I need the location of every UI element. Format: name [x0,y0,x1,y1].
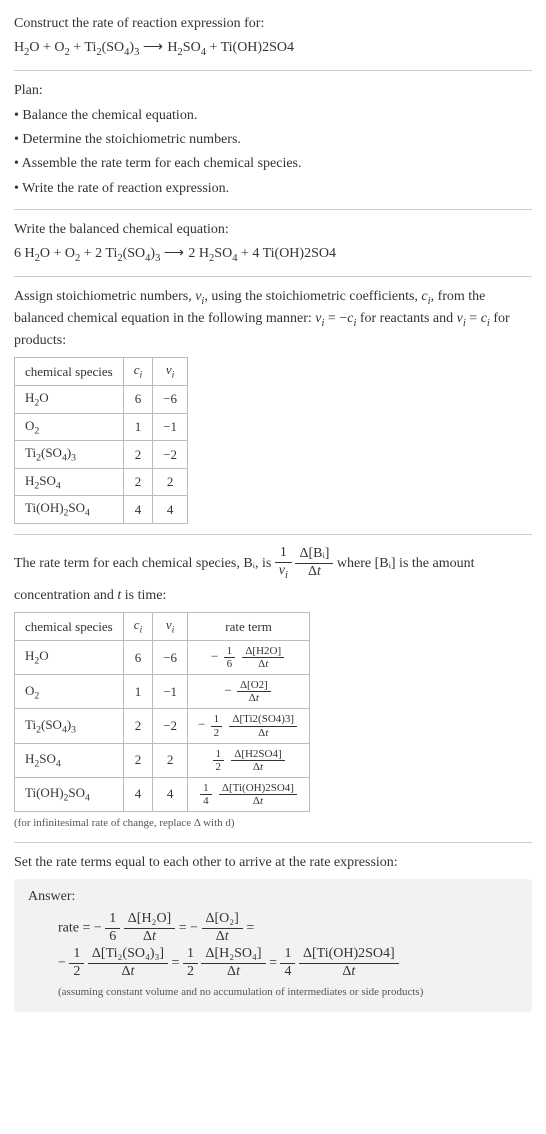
rate-definition: The rate term for each chemical species,… [14,545,532,582]
stoich-table: chemical species ci νi H2O 6 −6 O2 1 −1 … [14,357,188,524]
cell-species: H2O [15,641,124,675]
text: = [246,921,254,936]
table-row: Ti2(SO4)3 2 −2 [15,441,188,469]
plan-bullet: • Assemble the rate term for each chemic… [14,154,532,174]
table-row: Ti(OH)2SO4 4 4 [15,496,188,524]
unbalanced-equation: H2O + O2 + Ti2(SO4)3 ⟶ H2SO4 + Ti(OH)2SO… [14,38,532,60]
table-row: Ti(OH)2SO4 4 4 14 Δ[Ti(OH)2SO4]Δt [15,777,310,811]
table-header-row: chemical species ci νi rate term [15,613,310,641]
col-ci: ci [123,358,153,386]
cell-ci: 6 [123,386,153,414]
cell-species: Ti(OH)2SO4 [15,777,124,811]
cell-vi: 2 [153,468,188,496]
rate-expression-line1: rate = − 16 Δ[H₂O]Δt = − Δ[O₂]Δt = [58,911,518,946]
answer-footnote: (assuming constant volume and no accumul… [58,986,518,998]
delta-note: (for infinitesimal rate of change, repla… [14,816,532,832]
cell-species: H2SO4 [15,743,124,777]
text: = [269,955,280,970]
cell-vi: −1 [153,413,188,441]
cell-species: O2 [15,413,124,441]
cell-species: Ti2(SO4)3 [15,709,124,743]
stoich-paragraph: Assign stoichiometric numbers, νi, using… [14,287,532,351]
numerator: 1 [275,545,292,563]
cell-vi: 4 [153,777,188,811]
answer-box: Answer: rate = − 16 Δ[H₂O]Δt = − Δ[O₂]Δt… [14,879,532,1012]
divider [14,534,532,535]
table-row: H2SO4 2 2 12 Δ[H2SO4]Δt [15,743,310,777]
cell-rate: − 12 Δ[Ti2(SO4)3]Δt [188,709,310,743]
table-row: H2O 6 −6 − 16 Δ[H2O]Δt [15,641,310,675]
numerator: Δ[Bᵢ] [295,546,333,564]
text: where [Bᵢ] is the amount [337,556,475,571]
col-vi: νi [153,358,188,386]
sign: − [211,649,218,664]
denominator: νi [275,563,292,582]
table-row: O2 1 −1 [15,413,188,441]
table-row: H2SO4 2 2 [15,468,188,496]
rate-table: chemical species ci νi rate term H2O 6 −… [14,612,310,812]
plan-bullet: • Determine the stoichiometric numbers. [14,130,532,150]
text: − [58,955,69,970]
cell-species: Ti(OH)2SO4 [15,496,124,524]
cell-rate: − Δ[O2]Δt [188,675,310,709]
cell-ci: 6 [123,641,153,675]
plan-bullet: • Balance the chemical equation. [14,106,532,126]
cell-ci: 1 [123,675,153,709]
cell-rate: 14 Δ[Ti(OH)2SO4]Δt [188,777,310,811]
cell-ci: 2 [123,468,153,496]
text: = − [179,921,202,936]
divider [14,842,532,843]
cell-ci: 4 [123,496,153,524]
cell-ci: 2 [123,743,153,777]
table-row: Ti2(SO4)3 2 −2 − 12 Δ[Ti2(SO4)3]Δt [15,709,310,743]
final-lead: Set the rate terms equal to each other t… [14,853,532,873]
rate-expression-line2: − 12 Δ[Ti₂(SO₄)₃]Δt = 12 Δ[H₂SO₄]Δt = 14… [58,946,518,981]
table-row: H2O 6 −6 [15,386,188,414]
plan-header: Plan: [14,81,532,101]
cell-species: H2O [15,386,124,414]
col-ci: ci [123,613,153,641]
table-row: O2 1 −1 − Δ[O2]Δt [15,675,310,709]
cell-ci: 2 [123,441,153,469]
rate-definition-line2: concentration and t is time: [14,586,532,606]
cell-vi: −2 [153,709,188,743]
text: rate = − [58,921,105,936]
prompt-line: Construct the rate of reaction expressio… [14,14,532,34]
balanced-equation: 6 H2O + O2 + 2 Ti2(SO4)3 ⟶ 2 H2SO4 + 4 T… [14,244,532,266]
cell-ci: 2 [123,709,153,743]
fraction: 1 νi [275,545,292,582]
divider [14,70,532,71]
cell-rate: − 16 Δ[H2O]Δt [188,641,310,675]
cell-species: Ti2(SO4)3 [15,441,124,469]
cell-vi: −1 [153,675,188,709]
col-rate: rate term [188,613,310,641]
text: The rate term for each chemical species,… [14,556,275,571]
cell-species: O2 [15,675,124,709]
table-header-row: chemical species ci νi [15,358,188,386]
cell-vi: −6 [153,641,188,675]
cell-vi: 2 [153,743,188,777]
cell-vi: 4 [153,496,188,524]
cell-vi: −6 [153,386,188,414]
col-species: chemical species [15,358,124,386]
cell-ci: 4 [123,777,153,811]
col-species: chemical species [15,613,124,641]
text: = [172,955,183,970]
fraction: Δ[Bᵢ] Δt [295,546,333,581]
cell-vi: −2 [153,441,188,469]
denominator: Δt [295,564,333,581]
divider [14,209,532,210]
plan-bullet: • Write the rate of reaction expression. [14,179,532,199]
cell-rate: 12 Δ[H2SO4]Δt [188,743,310,777]
sign: − [198,717,205,732]
sign: − [224,683,231,698]
cell-ci: 1 [123,413,153,441]
divider [14,276,532,277]
col-vi: νi [153,613,188,641]
cell-species: H2SO4 [15,468,124,496]
balanced-lead: Write the balanced chemical equation: [14,220,532,240]
answer-header: Answer: [28,889,518,905]
